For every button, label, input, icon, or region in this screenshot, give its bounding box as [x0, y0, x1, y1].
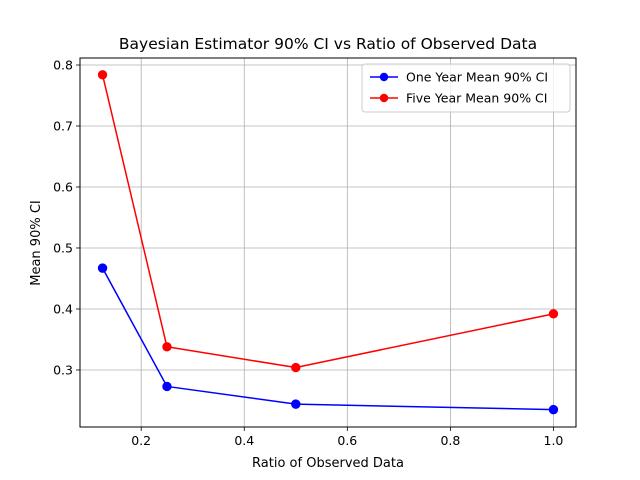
- x-tick-label: 0.8: [440, 433, 460, 448]
- axis-ticks: 0.2 0.4 0.6 0.8 1.0 0.3 0.4 0.5 0.6 0.7 0.8: [53, 58, 563, 448]
- series-1-point: [97, 70, 108, 80]
- y-tick-label: 0.7: [53, 119, 73, 134]
- chart-title: Bayesian Estimator 90% CI vs Ratio of Ob…: [119, 35, 537, 53]
- series-0-point: [291, 399, 301, 409]
- series-1-point: [162, 342, 172, 352]
- series-1-point: [548, 309, 559, 319]
- legend-label-1: Five Year Mean 90% CI: [406, 91, 547, 106]
- x-tick-label: 0.2: [131, 433, 151, 448]
- series-1-line: [101, 74, 554, 369]
- x-tick-label: 1.0: [544, 433, 564, 448]
- y-tick-label: 0.8: [53, 58, 73, 73]
- series-1-point: [291, 362, 301, 373]
- legend: One Year Mean 90% CI Five Year Mean 90% C…: [361, 63, 571, 113]
- x-tick-label: 0.4: [234, 433, 254, 448]
- legend-marker-1: [379, 93, 389, 103]
- y-tick-label: 0.4: [53, 301, 73, 316]
- y-tick-label: 0.3: [53, 362, 73, 377]
- series-0-point: [162, 381, 172, 392]
- x-tick-label: 0.6: [337, 433, 357, 448]
- y-axis-label: Mean 90% CI: [29, 200, 44, 286]
- series-0-point: [548, 404, 559, 415]
- legend-marker-0: [379, 72, 389, 82]
- legend-box: [361, 63, 571, 113]
- legend-label-0: One Year Mean 90% CI: [406, 70, 548, 85]
- series-0-line: [101, 267, 554, 411]
- series-layer: [97, 70, 559, 415]
- y-tick-label: 0.6: [53, 179, 73, 194]
- plot-frame: [79, 57, 577, 428]
- series-0-point: [97, 263, 108, 273]
- y-tick-label: 0.5: [53, 240, 73, 255]
- x-axis-label: Ratio of Observed Data: [252, 456, 404, 471]
